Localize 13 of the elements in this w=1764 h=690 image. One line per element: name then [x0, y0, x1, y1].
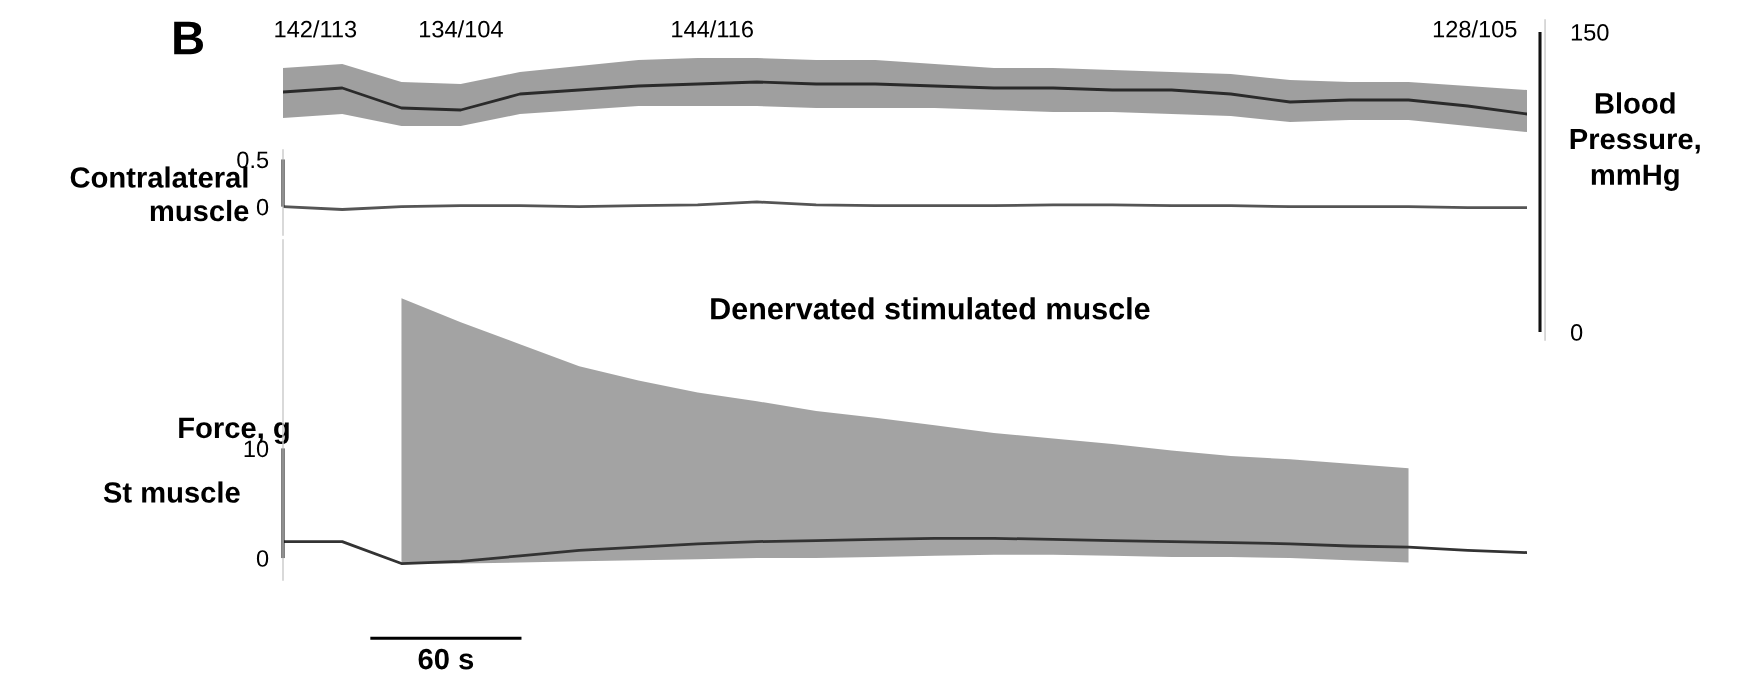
y-axis-title: St muscle: [103, 481, 240, 503]
annotation: 142/113: [275, 20, 357, 38]
annotation: 144/116: [672, 20, 753, 38]
annotation: 134/104: [420, 20, 503, 38]
y-tick-label: 150: [1571, 24, 1609, 41]
y-tick-label: 0: [256, 550, 269, 567]
y-axis-title: Blood Pressure, mmHg: [1570, 92, 1700, 191]
y-tick-label: 0: [1570, 324, 1583, 341]
y-tick-label: 0: [256, 198, 269, 216]
annotation: Denervated stimulated muscle: [711, 297, 1150, 320]
annotation: 128/105: [1433, 20, 1517, 38]
x-axis-title: 60 s: [418, 648, 474, 670]
chart-title: B: [174, 21, 203, 55]
